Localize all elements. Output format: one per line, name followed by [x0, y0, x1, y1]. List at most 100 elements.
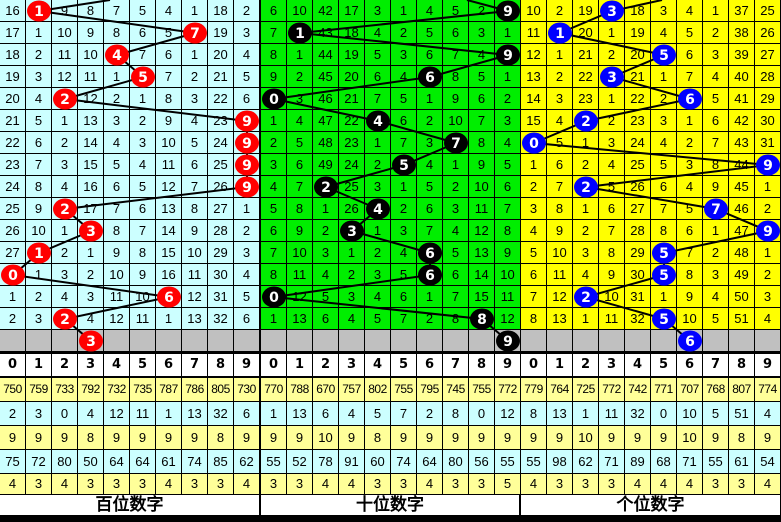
prediction-cell	[287, 330, 313, 352]
grid-cell: 4	[573, 264, 599, 286]
grid-cell: 1	[182, 0, 208, 22]
stat-cell: 80	[443, 450, 469, 474]
grid-cell: 47	[313, 110, 339, 132]
grid-cell: 9	[261, 66, 287, 88]
prediction-cell	[182, 330, 208, 352]
draw-ball: 0	[262, 286, 286, 308]
stat-cell: 9	[261, 426, 287, 450]
stat-cell: 3	[599, 474, 625, 495]
stat-cell: 9	[495, 426, 521, 450]
grid-cell: 2	[443, 176, 469, 198]
stat-cell: 12	[495, 402, 521, 426]
grid-cell: 10	[182, 242, 208, 264]
svg-text:6: 6	[685, 334, 695, 350]
svg-text:0: 0	[8, 268, 18, 284]
trend-line	[10, 0, 248, 342]
svg-text:2: 2	[581, 180, 591, 196]
grid-cell: 44	[313, 44, 339, 66]
grid-cell: 4	[313, 264, 339, 286]
stat-cell: 71	[599, 450, 625, 474]
stat-cell: 768	[703, 378, 729, 402]
draw-ball: 2	[314, 176, 338, 198]
stat-cell: 50	[78, 450, 104, 474]
stat-cell: 61	[156, 450, 182, 474]
draw-ball: 6	[418, 264, 442, 286]
svg-text:0: 0	[529, 136, 539, 152]
prediction-cell	[156, 330, 182, 352]
grid-cell: 21	[339, 88, 365, 110]
grid-cell: 27	[625, 198, 651, 220]
grid-cell: 43	[729, 132, 755, 154]
stat-cell: 9	[547, 426, 573, 450]
grid-cell: 11	[469, 198, 495, 220]
grid-cell: 5	[287, 132, 313, 154]
grid-cell: 3	[26, 308, 52, 330]
grid-cell: 4	[651, 132, 677, 154]
grid-cell: 31	[755, 132, 781, 154]
stat-cell: 10	[313, 426, 339, 450]
grid-cell: 18	[208, 0, 234, 22]
grid-cell: 2	[26, 286, 52, 308]
grid-cell: 6	[234, 308, 260, 330]
grid-cell: 1	[261, 308, 287, 330]
stat-cell: 795	[417, 378, 443, 402]
grid-cell: 5	[677, 22, 703, 44]
grid-cell: 6	[443, 22, 469, 44]
prediction-cell	[417, 330, 443, 352]
grid-cell: 6	[599, 198, 625, 220]
prediction-cell	[313, 330, 339, 352]
grid-cell: 31	[625, 286, 651, 308]
svg-text:2: 2	[60, 202, 70, 218]
draw-ball: 3	[600, 0, 624, 22]
grid-cell: 9	[599, 264, 625, 286]
stat-cell: 2	[0, 402, 26, 426]
stat-cell: 4	[313, 474, 339, 495]
grid-cell: 2	[599, 44, 625, 66]
grid-cell: 6	[182, 154, 208, 176]
stat-cell: 54	[755, 450, 781, 474]
grid-cell: 4	[365, 22, 391, 44]
draw-ball: 4	[366, 198, 390, 220]
grid-cell: 12	[182, 286, 208, 308]
grid-cell: 26	[755, 22, 781, 44]
draw-ball: 9	[496, 0, 520, 22]
grid-cell: 8	[599, 242, 625, 264]
stat-cell: 759	[26, 378, 52, 402]
grid-cell: 5	[703, 88, 729, 110]
stat-cell: 807	[729, 378, 755, 402]
draw-ball: 3	[79, 220, 103, 242]
draw-ball: 2	[574, 286, 598, 308]
stat-cell: 11	[599, 402, 625, 426]
digit-header: 0	[261, 354, 287, 377]
prediction-cell	[52, 330, 78, 352]
grid-cell: 9	[156, 110, 182, 132]
grid-cell: 23	[573, 88, 599, 110]
prediction-cell	[208, 330, 234, 352]
draw-ball: 5	[392, 154, 416, 176]
svg-text:1: 1	[295, 26, 305, 42]
stat-cell: 64	[104, 450, 130, 474]
grid-cell: 6	[677, 44, 703, 66]
svg-text:9: 9	[242, 114, 252, 130]
grid-cell: 51	[729, 308, 755, 330]
stat-cell: 74	[182, 450, 208, 474]
grid-cell: 3	[443, 198, 469, 220]
grid-cell: 6	[130, 198, 156, 220]
stat-cell: 792	[78, 378, 104, 402]
stat-cell: 9	[0, 426, 26, 450]
grid-cell: 19	[339, 44, 365, 66]
stat-cell: 764	[547, 378, 573, 402]
stat-cell: 4	[417, 474, 443, 495]
svg-text:5: 5	[138, 70, 148, 86]
stat-cell: 6	[234, 402, 260, 426]
grid-cell: 2	[703, 22, 729, 44]
grid-cell: 11	[547, 264, 573, 286]
stat-cell: 3	[26, 474, 52, 495]
grid-cell: 21	[0, 110, 26, 132]
stat-cell: 80	[52, 450, 78, 474]
stat-cell: 32	[208, 402, 234, 426]
stat-cell: 4	[339, 474, 365, 495]
grid-cell: 7	[156, 66, 182, 88]
svg-text:5: 5	[659, 312, 669, 328]
grid-cell: 1	[651, 66, 677, 88]
